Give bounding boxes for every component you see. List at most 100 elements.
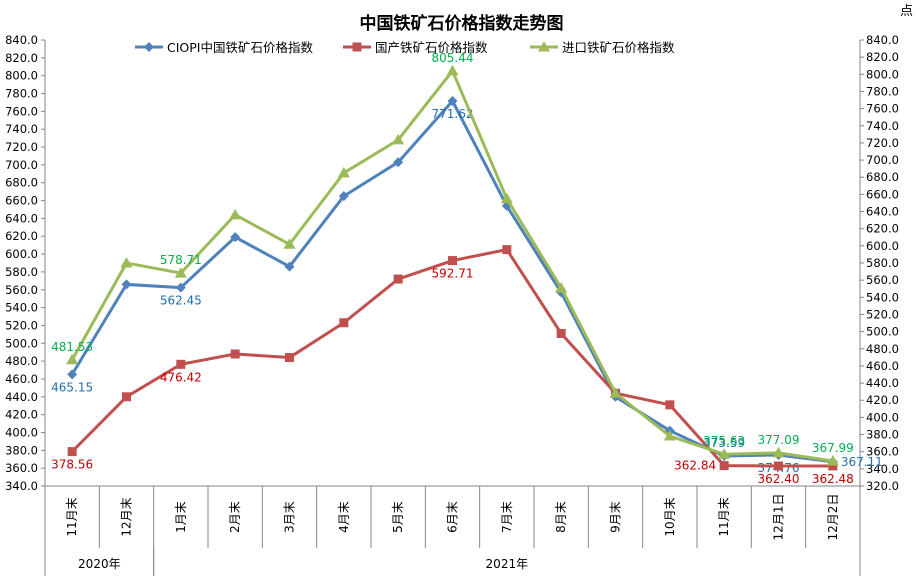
y-right-tick-label: 340.0 [866,462,899,476]
x-tick-label: 10月末 [663,497,677,536]
series-3-data-label: 481.53 [51,340,93,354]
x-tick-label: 3月末 [283,501,297,533]
series-3-point [229,208,242,220]
x-tick-label: 12月1日 [772,494,786,541]
series-1-point [175,282,186,293]
series-3-point [392,133,405,145]
y-left-tick-label: 600.0 [5,247,38,261]
series-2-data-label: 362.84 [674,459,716,473]
y-right-tick-label: 640.0 [866,205,899,219]
legend-marker-2 [352,42,362,52]
series-3-data-label: 578.71 [160,253,202,267]
legend-marker-3 [538,41,550,52]
series-2-data-label: 476.42 [160,370,202,384]
y-right-tick-label: 800.0 [866,67,899,81]
y-left-tick-label: 780.0 [5,87,38,101]
y-left-tick-label: 620.0 [5,229,38,243]
y-left-tick-label: 840.0 [5,33,38,47]
series-1-point [121,279,132,290]
series-1-data-label: 367.11 [841,455,883,469]
series-1-point [393,157,404,168]
y-right-tick-label: 320.0 [866,479,899,493]
series-1-data-label: 771.62 [432,107,474,121]
y-left-tick-label: 660.0 [5,194,38,208]
y-left-tick-label: 340.0 [5,479,38,493]
series-3-point [174,267,187,278]
x-tick-label: 11月末 [65,497,79,536]
series-2-data-label: 592.71 [432,267,474,281]
legend-label-2: 国产铁矿石价格指数 [375,40,488,55]
series-1-point [447,95,458,106]
y-left-tick-label: 820.0 [5,51,38,65]
y-right-tick-label: 720.0 [866,136,899,150]
series-3-point [663,430,676,441]
y-left-tick-label: 700.0 [5,158,38,172]
y-right-tick-label: 700.0 [866,153,899,167]
series-1-data-label: 373.59 [703,436,745,450]
y-right-tick-label: 600.0 [866,239,899,253]
y-left-tick-label: 580.0 [5,265,38,279]
y-right-tick-label: 400.0 [866,410,899,424]
y-right-tick-label: 760.0 [866,102,899,116]
series-2-point [339,318,349,328]
series-2-point [122,392,131,402]
series-3-data-label: 367.99 [812,441,854,455]
x-tick-label: 4月末 [337,501,351,533]
series-2-point [774,461,783,471]
right-axis-unit: 点 [899,4,913,19]
y-left-tick-label: 380.0 [5,443,38,457]
y-left-tick-label: 360.0 [5,461,38,475]
series-2-point [828,461,838,471]
series-1-data-label: 465.15 [51,380,93,394]
series-3-data-label: 377.09 [758,433,800,447]
series-3-data-label: 375.63 [703,434,745,448]
series-1-point [230,232,241,243]
year-group-label: 2021年 [486,557,529,571]
legend-label-3: 进口铁矿石价格指数 [562,40,675,55]
series-2-point [230,349,240,359]
y-left-tick-label: 720.0 [5,140,38,154]
y-left-tick-label: 760.0 [5,104,38,118]
series-3-point [500,192,513,204]
y-left-tick-label: 520.0 [5,318,38,332]
series-3-point [609,387,622,398]
x-tick-label: 12月末 [120,497,134,536]
series-1-data-label: 562.45 [160,294,202,308]
series-3-point [826,455,839,466]
y-right-tick-label: 740.0 [866,119,899,133]
x-tick-label: 2月末 [228,501,242,533]
series-3-point [555,281,568,293]
series-3-point [337,166,350,178]
y-left-tick-label: 440.0 [5,390,38,404]
y-right-tick-label: 520.0 [866,307,899,321]
y-left-tick-label: 480.0 [5,354,38,368]
y-left-tick-label: 560.0 [5,283,38,297]
y-right-tick-label: 840.0 [866,33,899,47]
series-2-data-label: 378.56 [51,458,93,472]
series-2-point [556,328,566,338]
x-tick-label: 8月末 [554,501,568,533]
y-right-tick-label: 680.0 [866,170,899,184]
x-tick-label: 1月末 [174,501,188,533]
series-2-point [176,359,186,369]
x-tick-label: 11月末 [717,497,731,536]
y-right-tick-label: 420.0 [866,393,899,407]
x-tick-label: 12月2日 [826,494,840,541]
y-right-tick-label: 660.0 [866,187,899,201]
series-1-point [284,261,295,272]
series-2-data-label: 362.40 [758,472,800,486]
y-left-tick-label: 400.0 [5,425,38,439]
series-3-point [66,353,79,365]
series-2-point [393,274,403,284]
y-right-tick-label: 460.0 [866,359,899,373]
y-right-tick-label: 620.0 [866,222,899,236]
series-1-point [67,369,78,380]
y-left-tick-label: 540.0 [5,301,38,315]
series-2-data-label: 362.48 [812,472,854,486]
series-2-point [665,400,675,410]
y-left-tick-label: 740.0 [5,122,38,136]
y-left-tick-label: 640.0 [5,211,38,225]
series-3-point [283,238,296,249]
y-right-tick-label: 440.0 [866,376,899,390]
